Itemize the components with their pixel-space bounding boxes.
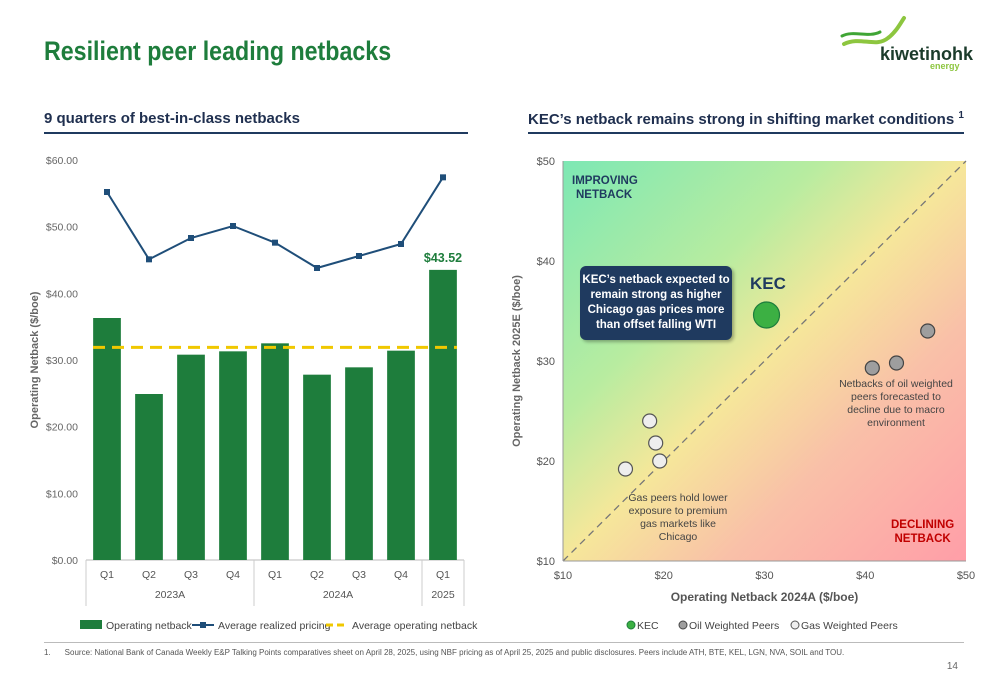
bar-data-label: $43.52 xyxy=(424,251,462,265)
x-tick-label: Q2 xyxy=(310,569,324,581)
logo-swoosh-icon xyxy=(840,16,906,46)
logo-text: kiwetinohk xyxy=(880,44,974,64)
y-tick-label: $60.00 xyxy=(46,155,78,167)
x-group-label: 2024A xyxy=(323,589,353,601)
right-section-rule xyxy=(528,132,964,134)
kec-callout: KEC’s netback expected to remain strong … xyxy=(580,266,732,340)
y-tick-label: $40 xyxy=(537,256,555,268)
y-axis-label: Operating Netback ($/boe) xyxy=(29,291,41,428)
legend-swatch-marker xyxy=(200,622,206,628)
legend-label: Operating netback xyxy=(106,620,193,632)
pricing-marker xyxy=(440,174,446,181)
legend-swatch-bar xyxy=(80,620,102,629)
point-gas-weighted-peers xyxy=(642,413,658,429)
x-tick-label: $30 xyxy=(755,570,773,582)
point-oil-weighted-peers xyxy=(888,355,905,371)
x-tick-label: Q1 xyxy=(436,569,450,581)
page-title: Resilient peer leading netbacks xyxy=(44,36,392,66)
bar-operating-netback xyxy=(135,394,163,560)
legend-marker xyxy=(626,620,636,630)
y-tick-label: $50.00 xyxy=(46,222,78,234)
bar-operating-netback xyxy=(429,269,457,560)
bar-operating-netback xyxy=(177,354,205,560)
x-tick-label: Q2 xyxy=(142,569,156,581)
y-tick-label: $0.00 xyxy=(52,555,78,567)
y-tick-label: $20.00 xyxy=(46,422,78,434)
bar-operating-netback xyxy=(261,343,289,560)
x-axis-label: Operating Netback 2024A ($/boe) xyxy=(671,590,859,604)
point-kec xyxy=(752,301,781,329)
legend-marker xyxy=(678,620,688,630)
y-tick-label: $40.00 xyxy=(46,288,78,300)
point-oil-weighted-peers xyxy=(864,360,880,376)
x-tick-label: $40 xyxy=(856,570,874,582)
left-section-title: 9 quarters of best-in-class netbacks xyxy=(44,110,300,127)
x-tick-label: $10 xyxy=(554,570,572,582)
logo-subtext: energy xyxy=(930,61,960,71)
x-tick-label: Q1 xyxy=(100,569,114,581)
point-gas-weighted-peers xyxy=(652,453,668,469)
oil-peers-note: Netbacks of oil weighted peers forecaste… xyxy=(839,378,953,429)
kec-point-label: KEC xyxy=(750,274,786,293)
page-number: 14 xyxy=(946,661,958,672)
legend-marker xyxy=(790,620,800,630)
y-tick-label: $30.00 xyxy=(46,355,78,367)
x-tick-label: Q3 xyxy=(184,569,198,581)
pricing-marker xyxy=(398,241,404,247)
right-section-title: KEC’s netback remains strong in shifting… xyxy=(528,110,964,128)
y-tick-label: $10.00 xyxy=(46,488,78,500)
left-section-rule xyxy=(44,132,468,134)
y-tick-label: $10 xyxy=(537,556,555,568)
x-tick-label: Q3 xyxy=(352,569,366,581)
y-tick-label: $20 xyxy=(537,456,555,468)
bar-operating-netback xyxy=(93,318,121,560)
point-gas-weighted-peers xyxy=(648,435,664,451)
point-oil-weighted-peers xyxy=(920,323,936,339)
parity-line xyxy=(562,160,967,562)
pricing-marker xyxy=(188,235,194,241)
footnote-ref: 1 xyxy=(958,110,964,121)
x-tick-label: $50 xyxy=(957,570,975,582)
x-group-label: 2023A xyxy=(155,589,185,601)
x-tick-label: $20 xyxy=(655,570,673,582)
pricing-marker xyxy=(146,256,152,263)
point-gas-weighted-peers xyxy=(617,461,634,477)
x-tick-label: Q4 xyxy=(226,569,240,581)
x-tick-label: Q4 xyxy=(394,569,408,581)
pricing-marker xyxy=(356,253,362,259)
y-tick-label: $30 xyxy=(537,356,555,368)
pricing-marker xyxy=(272,239,278,246)
y-axis-label: Operating Netback 2025E ($/boe) xyxy=(511,275,523,447)
improving-netback-label: IMPROVING NETBACK xyxy=(572,175,638,201)
pricing-marker xyxy=(104,189,110,195)
legend-label: KEC xyxy=(637,620,659,632)
declining-netback-label: DECLINING NETBACK xyxy=(891,519,955,545)
legend-label: Average realized pricing xyxy=(218,620,331,632)
gas-peers-note: Gas peers hold lower exposure to premium… xyxy=(628,492,728,543)
pricing-marker xyxy=(314,265,320,271)
legend-label: Oil Weighted Peers xyxy=(689,620,779,632)
pricing-marker xyxy=(230,223,236,229)
bar-operating-netback xyxy=(303,374,331,560)
x-tick-label: Q1 xyxy=(268,569,282,581)
legend-label: Gas Weighted Peers xyxy=(801,620,898,632)
bar-operating-netback xyxy=(345,367,373,560)
footnote: 1. Source: National Bank of Canada Weekly… xyxy=(44,648,845,657)
legend-label: Average operating netback xyxy=(352,620,478,632)
footer-rule xyxy=(44,642,964,643)
y-tick-label: $50 xyxy=(537,156,555,168)
x-group-label: 2025 xyxy=(431,589,455,601)
bar-operating-netback xyxy=(387,350,415,560)
bar-operating-netback xyxy=(219,351,247,560)
